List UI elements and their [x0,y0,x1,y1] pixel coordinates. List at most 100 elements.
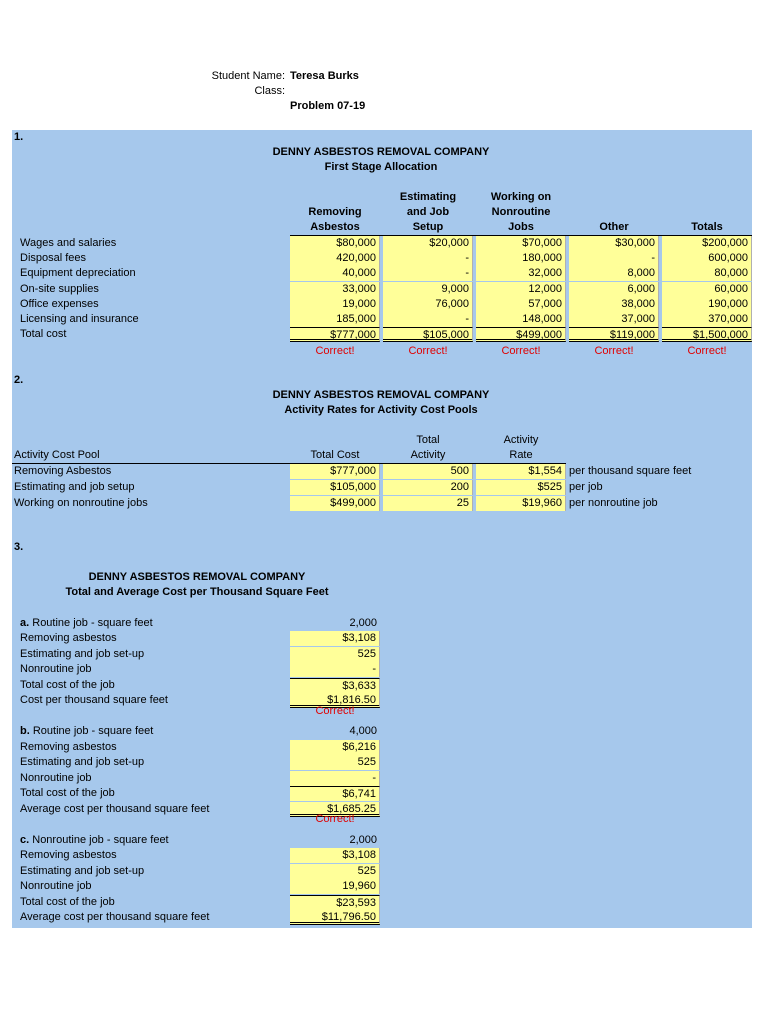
cell: $23,593 [290,894,380,910]
student-name: Teresa Burks [290,70,359,82]
cell: 525 [290,755,380,770]
row-label: Estimating and job set-up [20,647,145,660]
part-letter: b. [20,725,30,737]
subtitle: Total and Average Cost per Thousand Squa… [65,586,329,598]
cell: $777,000 [290,327,380,343]
cell: $200,000 [662,236,752,251]
cell: 25 [383,496,473,511]
section-number: 2. [14,374,24,386]
cell: 12,000 [476,281,566,297]
row-label: Average cost per thousand square feet [20,802,210,815]
column-header: Activity Cost Pool [14,449,100,461]
row-label: Office expenses [20,297,99,310]
unit: per nonroutine job [569,497,658,509]
cell: $499,000 [476,327,566,343]
cell: $1,816.50 [290,693,380,708]
row-label: Total cost [20,328,67,341]
section-number: 3. [14,541,24,553]
cell: $1,685.25 [290,801,380,817]
status: Correct! [315,813,355,825]
cell: 180,000 [476,251,566,267]
cell: 80,000 [662,266,752,282]
cell: 38,000 [569,296,659,312]
column-header: Rate [509,449,533,461]
column-header: Totals [691,221,723,233]
cell: $525 [476,480,566,495]
student-label: Student Name: [211,70,285,82]
status: Correct! [501,345,541,358]
row-label: Licensing and insurance [20,313,139,325]
cell: $119,000 [569,327,659,343]
status: Correct! [594,345,634,358]
cell: - [290,770,380,786]
cell: $1,500,000 [662,327,752,343]
row-label: Removing asbestos [20,632,117,644]
cell: 57,000 [476,296,566,312]
cell: - [569,251,659,267]
row-label: Estimating and job set-up [20,756,145,768]
cell: $19,960 [476,496,566,511]
part-text: Routine job - square feet [32,616,153,629]
column-header: Asbestos [310,221,360,233]
cell: $3,633 [290,677,380,693]
column-header: and Job [406,206,450,218]
cell: 4,000 [349,725,377,737]
cell: 525 [290,863,380,879]
cell: 37,000 [569,312,659,327]
title: DENNY ASBESTOS REMOVAL COMPANY [272,146,490,158]
row-label: Total cost of the job [20,678,115,691]
row-label: Removing asbestos [20,849,117,861]
cell: $80,000 [290,236,380,251]
cell: 33,000 [290,281,380,297]
cell: 60,000 [662,281,752,297]
cell: $1,554 [476,464,566,479]
row-label: Removing Asbestos [14,465,112,477]
unit: per thousand square feet [569,465,692,477]
row-label: Removing asbestos [20,740,117,753]
part-letter: a. [20,616,30,629]
subtitle: First Stage Allocation [324,161,438,173]
cell: 190,000 [662,296,752,312]
row-label: Nonroutine job [20,663,92,675]
cell: $70,000 [476,236,566,251]
cell: 76,000 [383,296,473,312]
cell: 19,960 [290,879,380,894]
row-label: Wages and salaries [20,237,117,249]
row-label: On-site supplies [20,282,99,295]
row-label: Nonroutine job [20,771,92,784]
column-header: Other [599,221,629,233]
rule [290,235,752,236]
class-label: Class: [254,85,285,97]
cell: - [290,662,380,677]
row-label: Estimating and job set-up [20,864,145,877]
column-header: Setup [412,221,444,233]
cell: 370,000 [662,312,752,327]
status: Correct! [315,345,355,358]
column-header: Estimating [399,191,457,203]
cell: 185,000 [290,312,380,327]
status: Correct! [315,704,355,717]
title: DENNY ASBESTOS REMOVAL COMPANY [88,571,306,583]
part-text: Routine job - square feet [32,725,154,737]
cell: 9,000 [383,281,473,297]
cell: 148,000 [476,312,566,327]
cell: 600,000 [662,251,752,267]
cell: - [383,266,473,282]
subtitle: Activity Rates for Activity Cost Pools [284,404,478,416]
cell: $6,741 [290,786,380,801]
problem: Problem 07-19 [290,100,366,112]
part-label: a. Routine job - square feet [20,616,280,631]
column-header: Nonroutine [491,206,551,218]
cell: $105,000 [290,480,380,495]
column-header: Removing [308,206,362,218]
part-text: Nonroutine job - square feet [32,833,169,846]
rule [12,463,566,464]
status: Correct! [687,345,727,358]
cell: 32,000 [476,266,566,282]
cell: 8,000 [569,266,659,282]
cell: 420,000 [290,251,380,267]
cell: 6,000 [569,281,659,297]
part-label: b. Routine job - square feet [20,724,280,739]
cell: $11,796.50 [290,910,380,925]
